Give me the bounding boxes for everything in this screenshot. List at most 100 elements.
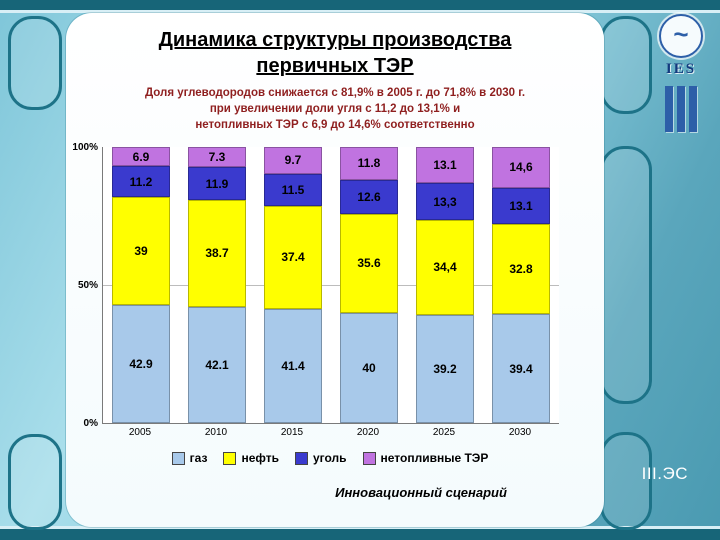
x-axis-label: 2010 [204,427,228,438]
bar-segment: 37.4 [264,205,322,309]
bar-segment: 11.8 [340,147,398,180]
bar-segment-label: 13.1 [433,158,457,173]
stacked-bar-2005: 42.9 39 11.2 6.9 [112,147,170,423]
bars-container: 42.9 39 11.2 6.9 42.1 38.7 11.9 7.3 41.4 37.4 11.5… [103,147,559,423]
bar-segment-label: 11.2 [129,174,153,189]
top-band-decoration [0,0,720,10]
bar-segment: 13.1 [416,147,474,184]
bar-segment-label: 12.6 [357,189,381,204]
bar-segment-label: 41.4 [281,358,305,373]
y-tick-label: 50% [77,280,98,291]
x-axis-label: 2030 [508,427,532,438]
y-tick-label: 100% [72,142,98,153]
legend-swatch [362,451,376,465]
bar-segment-label: 42.1 [205,357,229,372]
bar-segment-label: 11.5 [281,182,305,197]
legend-item: уголь [294,451,347,465]
legend-label: нетопливные ТЭР [380,451,489,465]
bar-segment: 42.1 [188,306,246,423]
bar-segment-label: 11.8 [357,156,381,171]
legend-item: нетопливные ТЭР [362,451,489,465]
slide-subtitle: Доля углеводородов снижается с 81,9% в 2… [66,86,604,134]
content-panel: Динамика структуры производства первичны… [66,13,604,527]
logo-circle-icon: ~ [659,14,703,58]
bar-segment: 11.9 [188,167,246,201]
x-axis-labels: 2005 2010 2015 2020 2025 2030 [102,427,558,438]
plot-area: 42.9 39 11.2 6.9 42.1 38.7 11.9 7.3 41.4 37.4 11.5… [102,147,559,424]
stacked-bar-2030: 39.4 32.8 13.1 14,6 [492,147,550,423]
legend-label: уголь [312,451,347,465]
title-line-2: первичных ТЭР [256,55,414,77]
x-axis-label: 2020 [356,427,380,438]
bar-segment-label: 34,4 [433,260,457,275]
stacked-bar-2025: 39.2 34,4 13,3 13.1 [416,147,474,423]
bar-segment-label: 42.9 [129,356,153,371]
legend-swatch [294,451,308,465]
bar-segment-label: 6.9 [132,149,150,164]
bar-segment: 34,4 [416,219,474,315]
slide-title: Динамика структуры производства первичны… [66,27,604,79]
bar-segment: 13,3 [416,183,474,220]
bar-segment: 40 [340,312,398,423]
logo-bar [665,86,673,132]
bar-segment: 11.5 [264,173,322,206]
chart-legend: газ нефть уголь нетопливные ТЭР [102,451,558,465]
bar-segment: 39.4 [492,314,550,423]
bar-segment: 42.9 [112,304,170,423]
logo-text: IES [665,61,697,77]
bar-segment-label: 14,6 [509,160,533,175]
bar-segment-label: 40 [362,360,376,375]
legend-item: газ [171,451,208,465]
decoration-capsule-right-bottom [600,432,652,530]
bar-segment: 13.1 [492,187,550,224]
legend-label: нефть [241,451,279,465]
y-axis-labels: 100% 50% 0% [72,142,102,443]
y-tick-label: 0% [83,418,98,429]
stacked-bar-chart: 100% 50% 0% 42.9 39 11.2 6.9 42.1 38.7 11.9 7.3… [72,142,566,478]
legend-item: нефть [223,451,279,465]
stacked-bar-2015: 41.4 37.4 11.5 9.7 [264,147,322,423]
decoration-capsule-left-bottom [8,434,62,530]
top-band-highlight [0,10,720,13]
logo-bar [689,86,697,132]
x-axis-label: 2015 [280,427,304,438]
subtitle-line-1: Доля углеводородов снижается с 81,9% в 2… [144,87,526,99]
bar-segment: 7.3 [188,147,246,168]
bar-segment: 6.9 [112,147,170,167]
logo-tilde-symbol: ~ [673,19,689,49]
decoration-capsule-right-middle [600,146,652,404]
section-label: III.ЭС [641,464,688,483]
x-axis-label: 2005 [128,427,152,438]
bar-segment-label: 38.7 [205,246,229,261]
bar-segment: 9.7 [264,147,322,174]
bar-segment-label: 39 [134,243,148,258]
legend-swatch [171,451,185,465]
x-axis-label: 2025 [432,427,456,438]
title-line-1: Динамика структуры производства [158,29,512,51]
bar-segment-label: 9.7 [284,153,302,168]
logo-bars-icon [654,86,708,132]
stacked-bar-2010: 42.1 38.7 11.9 7.3 [188,147,246,423]
bar-segment: 35.6 [340,214,398,313]
bar-segment-label: 13,3 [433,194,457,209]
bottom-band-decoration [0,529,720,540]
subtitle-line-3: нетопливных ТЭР с 6,9 до 14,6% соответст… [195,118,475,131]
subtitle-line-2: при увеличении доли угля с 11,2 до 13,1%… [209,102,461,115]
bar-segment: 11.2 [112,166,170,197]
bar-segment-label: 32.8 [509,262,533,276]
bar-segment: 12.6 [340,179,398,215]
scenario-caption: Инновационный сценарий [335,485,507,500]
bar-segment: 41.4 [264,308,322,423]
decoration-capsule-right-top [600,16,652,114]
stacked-bar-2020: 40 35.6 12.6 11.8 [340,147,398,423]
bar-segment-label: 11.9 [205,176,229,191]
bar-segment-label: 35.6 [357,256,381,271]
bar-segment-label: 7.3 [208,150,226,165]
legend-swatch [223,451,237,465]
legend-label: газ [189,451,208,465]
bar-segment: 38.7 [188,200,246,307]
bar-segment: 32.8 [492,223,550,315]
gridline-50pct [103,285,559,286]
bar-segment-label: 39.4 [509,361,533,376]
